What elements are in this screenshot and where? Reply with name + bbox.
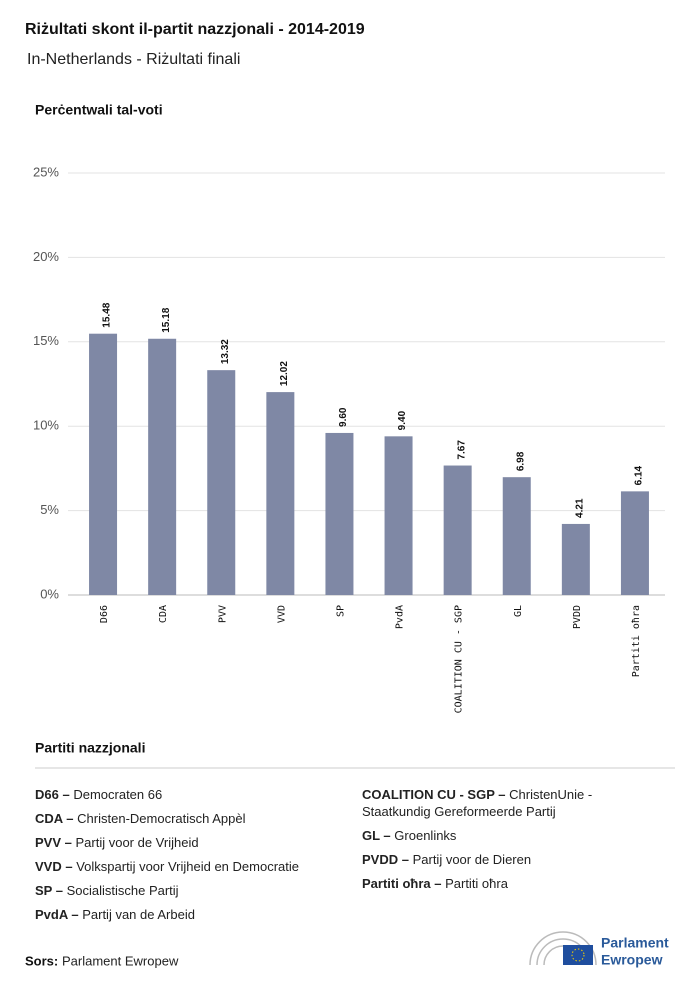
x-tick-label: SP — [335, 605, 346, 617]
legend-item: GL – Groenlinks — [362, 827, 622, 844]
x-tick-label: D66 — [99, 605, 110, 623]
bar — [207, 370, 236, 595]
legend-name: Democraten 66 — [73, 787, 163, 802]
legend-abbr: D66 – — [35, 787, 70, 802]
x-tick-label: PvdA — [395, 605, 406, 629]
value-label: 7.67 — [456, 440, 467, 460]
legend-abbr: PVDD – — [362, 852, 409, 867]
legend-abbr: PVV – — [35, 835, 72, 850]
x-tick-label: CDA — [158, 605, 169, 623]
legend-abbr: GL – — [362, 828, 391, 843]
x-tick-label: PVDD — [572, 605, 583, 629]
logo-line: Ewropew — [601, 952, 663, 968]
legend-abbr: VVD – — [35, 859, 73, 874]
bar — [620, 491, 649, 595]
y-tick-label: 25% — [33, 164, 59, 179]
legend-name: Partij voor de Vrijheid — [75, 835, 199, 850]
x-tick-label: Partiti oħra — [631, 605, 642, 677]
bar — [266, 392, 295, 595]
value-label: 9.40 — [397, 410, 408, 430]
value-label: 15.48 — [102, 302, 113, 327]
x-tick-label: GL — [513, 605, 524, 617]
y-tick-label: 5% — [40, 502, 59, 517]
value-label: 6.98 — [515, 451, 526, 471]
legend-item: CDA – Christen-Democratisch Appèl — [35, 810, 335, 827]
legend-item: PvdA – Partij van de Arbeid — [35, 906, 335, 923]
legend-abbr: SP – — [35, 883, 63, 898]
y-tick-label: 15% — [33, 333, 59, 348]
x-tick-label: VVD — [276, 605, 287, 623]
bar — [561, 523, 590, 595]
legend-item: COALITION CU - SGP – ChristenUnie - Staa… — [362, 786, 622, 820]
legend-name: Partij voor de Dieren — [412, 852, 532, 867]
legend-item: SP – Socialistische Partij — [35, 882, 335, 899]
chart-title: Riżultati skont il-partit nazzjonali - 2… — [25, 21, 365, 38]
legend-abbr: CDA – — [35, 811, 74, 826]
value-label: 4.21 — [574, 498, 585, 518]
x-tick-label: PVV — [217, 605, 228, 623]
legend-abbr: PvdA – — [35, 907, 79, 922]
legend-item: D66 – Democraten 66 — [35, 786, 335, 803]
chart-subtitle: In-Netherlands - Riżultati finali — [27, 51, 240, 68]
legend-name: Partij van de Arbeid — [82, 907, 195, 922]
legend-item: Partiti oħra – Partiti oħra — [362, 875, 622, 892]
legend-name: Christen-Democratisch Appèl — [77, 811, 246, 826]
logo-line: Parlament — [601, 935, 669, 951]
value-label: 12.02 — [279, 361, 290, 386]
y-tick-label: 20% — [33, 249, 59, 264]
source-text: Parlament Ewropew — [62, 953, 179, 968]
legend-name: Socialistische Partij — [66, 883, 179, 898]
legend-abbr: Partiti oħra – — [362, 876, 442, 891]
bar — [384, 436, 413, 595]
legend-item: PVV – Partij voor de Vrijheid — [35, 834, 335, 851]
source-label: Sors: — [25, 953, 58, 968]
logo: Parlament Ewropew — [529, 931, 669, 968]
value-label: 9.60 — [338, 407, 349, 427]
y-tick-label: 10% — [33, 418, 59, 433]
x-tick-label: COALITION CU - SGP — [454, 605, 465, 713]
y-tick-label: 0% — [40, 586, 59, 601]
legend-name: ChristenUnie - Staatkundig Gereformeerde… — [362, 787, 593, 819]
legend-name: Volkspartij voor Vrijheid en Democratie — [76, 859, 299, 874]
legend-item: VVD – Volkspartij voor Vrijheid en Democ… — [35, 858, 335, 875]
legend-column: D66 – Democraten 66 CDA – Christen-Democr… — [35, 786, 335, 930]
legend-item: PVDD – Partij voor de Dieren — [362, 851, 622, 868]
legend-name: Partiti oħra — [445, 876, 508, 891]
y-axis-label: Perċentwali tal-voti — [35, 102, 163, 118]
bar — [443, 465, 472, 595]
bar — [89, 333, 118, 595]
value-label: 6.14 — [634, 465, 645, 485]
legend-abbr: COALITION CU - SGP – — [362, 787, 506, 802]
legend-name: Groenlinks — [394, 828, 457, 843]
value-label: 13.32 — [220, 339, 231, 364]
value-label: 15.18 — [161, 307, 172, 332]
bar — [325, 432, 354, 595]
legend-column: COALITION CU - SGP – ChristenUnie - Staa… — [362, 786, 622, 899]
bar — [148, 338, 177, 595]
bar — [502, 477, 531, 595]
legend-title: Partiti nazzjonali — [35, 740, 145, 756]
